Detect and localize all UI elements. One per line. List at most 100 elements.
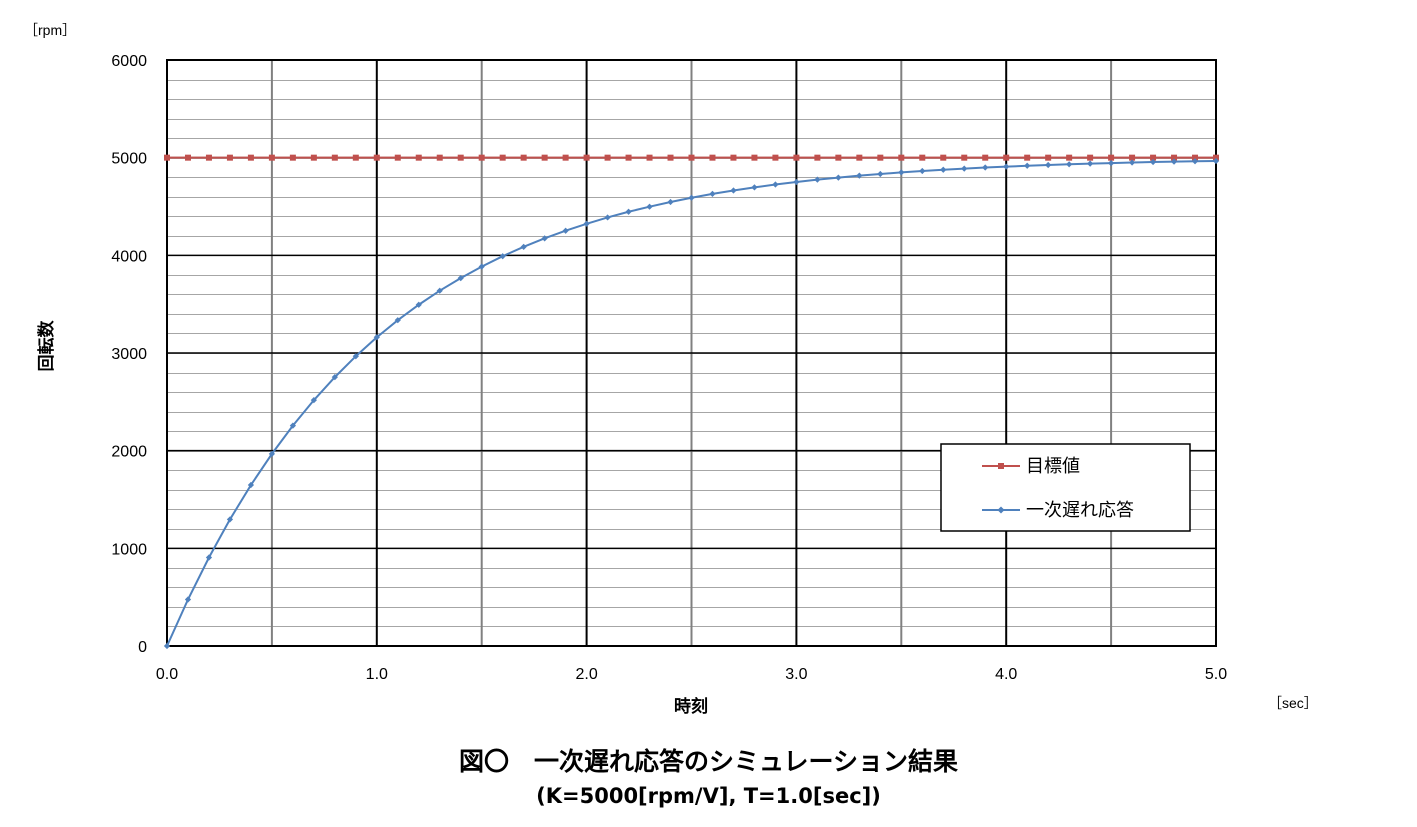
data-point-response: [1128, 159, 1136, 166]
data-point-target: [184, 154, 191, 161]
data-point-response: [1024, 162, 1031, 169]
data-point-target: [835, 154, 842, 161]
data-point-target: [268, 154, 275, 161]
data-point-target: [898, 154, 905, 161]
plot-area: [166, 59, 1217, 647]
data-point-target: [1192, 154, 1199, 161]
data-point-response: [1003, 163, 1010, 170]
data-point-target: [646, 154, 653, 161]
y-tick-label: 6000: [111, 53, 147, 70]
legend-marker-response: [997, 506, 1005, 514]
data-point-target: [373, 154, 380, 161]
data-point-response: [919, 167, 926, 175]
data-point-target: [877, 154, 884, 161]
data-point-target: [1129, 154, 1136, 161]
data-point-response: [961, 165, 968, 172]
data-point-target: [625, 154, 632, 161]
x-tick-label: 2.0: [575, 666, 597, 683]
data-point-response: [646, 203, 653, 210]
data-point-target: [856, 154, 863, 161]
data-point-response: [898, 169, 905, 176]
data-point-target: [394, 154, 401, 161]
data-point-response: [562, 227, 569, 234]
data-point-target: [457, 154, 464, 161]
data-point-response: [1212, 157, 1220, 165]
data-point-target: [919, 154, 926, 161]
tick-labels: 0 1000 2000 3000 4000 5000 6000 0.0 1.0 2.0 3.0 4.0…: [111, 53, 1227, 683]
data-point-response: [940, 166, 947, 173]
data-point-response: [1170, 158, 1178, 165]
data-point-response: [709, 190, 716, 198]
data-point-target: [688, 154, 695, 161]
data-point-target: [205, 154, 212, 161]
data-point-response: [793, 178, 800, 186]
grid: [166, 59, 1217, 647]
data-point-target: [478, 154, 485, 161]
data-point-response: [478, 263, 485, 270]
data-point-response: [772, 181, 779, 188]
data-point-target: [1003, 154, 1010, 161]
x-tick-label: 0.0: [156, 666, 178, 683]
data-point-response: [688, 194, 695, 201]
x-tick-label: 1.0: [366, 666, 388, 683]
data-point-target: [1171, 154, 1178, 161]
data-point-target: [1066, 154, 1073, 161]
data-point-response: [394, 317, 401, 324]
data-point-response: [499, 253, 506, 260]
data-point-target: [730, 154, 737, 161]
data-point-target: [331, 154, 338, 161]
data-point-response: [625, 208, 632, 215]
data-point-target: [499, 154, 506, 161]
data-point-response: [373, 334, 380, 341]
data-point-target: [1045, 154, 1052, 161]
data-point-target: [1108, 154, 1115, 161]
data-point-target: [310, 154, 317, 161]
data-point-target: [1213, 154, 1219, 161]
data-point-target: [289, 154, 296, 161]
data-point-target: [247, 154, 254, 161]
data-point-response: [982, 164, 989, 171]
data-point-target: [793, 154, 800, 161]
data-point-target: [709, 154, 716, 161]
data-point-response: [457, 274, 464, 282]
data-point-target: [1024, 154, 1031, 161]
data-point-target: [667, 154, 674, 161]
legend-label-response: 一次遅れ応答: [1026, 500, 1134, 521]
data-point-response: [877, 170, 884, 178]
data-point-response: [415, 301, 422, 308]
x-tick-label: 5.0: [1205, 666, 1227, 683]
data-point-target: [751, 154, 758, 161]
legend-box: [940, 443, 1191, 532]
x-tick-label: 4.0: [995, 666, 1017, 683]
data-point-response: [163, 642, 171, 650]
data-point-target: [1150, 154, 1157, 161]
data-point-response: [1066, 161, 1073, 168]
data-point-response: [352, 353, 359, 360]
data-point-response: [1045, 161, 1052, 169]
data-point-target: [772, 154, 779, 161]
legend-marker-target: [998, 463, 1004, 469]
y-tick-label: 2000: [111, 444, 147, 461]
data-point-target: [436, 154, 443, 161]
data-point-target: [541, 154, 548, 161]
y-tick-label: 0: [138, 639, 147, 656]
data-point-response: [520, 243, 527, 250]
data-point-target: [814, 154, 821, 161]
data-point-target: [1087, 154, 1094, 161]
data-point-response: [1149, 158, 1157, 166]
data-point-target: [352, 154, 359, 161]
data-point-target: [226, 154, 233, 161]
data-point-target: [940, 154, 947, 161]
y-tick-label: 3000: [111, 346, 147, 363]
figure-caption-params: (K=5000[rpm/V], T=1.0[sec]): [536, 784, 881, 808]
data-point-response: [310, 397, 317, 404]
data-point-response: [331, 374, 338, 381]
y-axis-title: 回転数: [36, 320, 57, 372]
data-point-response: [730, 187, 737, 194]
legend: 目標値 一次遅れ応答: [940, 443, 1191, 532]
data-point-target: [982, 154, 989, 161]
data-point-target: [164, 154, 170, 161]
legend-label-target: 目標値: [1026, 456, 1080, 477]
y-axis-unit: ［rpm］: [24, 22, 76, 38]
